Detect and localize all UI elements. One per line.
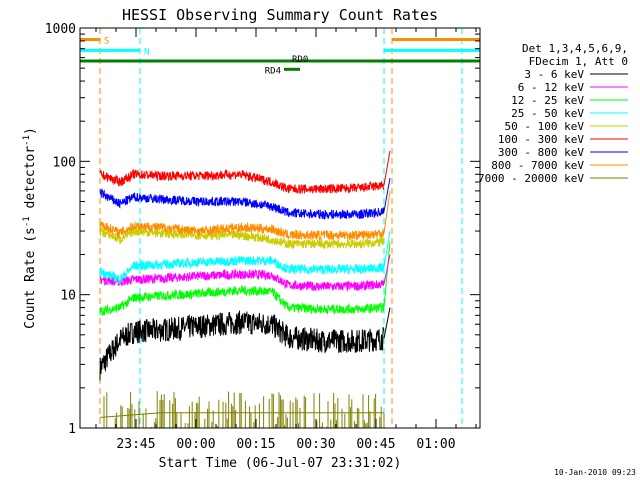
legend-label-7: 300 - 800 keV — [498, 146, 584, 159]
legend-label-5: 50 - 100 keV — [505, 120, 585, 133]
annotation-label-rd4: RD4 — [265, 66, 281, 76]
flare-rise-1 — [383, 150, 391, 186]
flare-rise-6 — [383, 254, 391, 285]
series-line-5 — [99, 226, 385, 250]
x-tick-label-5: 00:45 — [356, 437, 395, 452]
legend-label-8: 800 - 7000 keV — [491, 159, 584, 172]
series-line-7 — [99, 188, 385, 221]
y-label-main: Count Rate (s — [23, 227, 38, 329]
date-stamp: 10-Jan-2010 09:23 — [554, 468, 636, 477]
y-tick-label-3: 100 — [53, 155, 76, 170]
series-line-8 — [99, 221, 385, 241]
plot-frame — [79, 27, 481, 429]
annotation-label-n: N — [144, 47, 149, 57]
legend-label-4: 25 - 50 keV — [511, 107, 584, 120]
y-label-mid: detector — [23, 146, 38, 217]
flare-rise-5 — [383, 241, 391, 308]
legend-label-1: 3 - 6 keV — [524, 68, 584, 81]
y-label-sup1: -1 — [22, 216, 32, 227]
y-label-sup2: -1 — [22, 135, 32, 146]
legend: Det 1,3,4,5,6,9, FDecim 1, Att 0 3 - 6 k… — [478, 42, 628, 185]
plot-area: S N RD0 RD4 — [80, 28, 480, 428]
series-line-2 — [99, 268, 385, 292]
chart-title: HESSI Observing Summary Count Rates — [122, 6, 438, 24]
annotation-label-rd0: RD0 — [292, 55, 308, 65]
y-tick-label-2: 10 — [60, 289, 76, 304]
series-line-9 — [100, 412, 384, 418]
flare-rise-2 — [383, 177, 391, 212]
y-tick-label-1: 1 — [68, 422, 76, 437]
legend-header-line-1: Det 1,3,4,5,6,9, — [522, 42, 628, 55]
series-line-1 — [99, 310, 385, 381]
legend-label-9: 7000 - 20000 keV — [478, 172, 584, 185]
x-tick-label-4: 00:30 — [296, 437, 335, 452]
x-tick-label-6: 01:00 — [416, 437, 455, 452]
annotation-label-s: S — [104, 36, 109, 46]
x-axis-label: Start Time (06-Jul-07 23:31:02) — [159, 456, 402, 471]
series-line-4 — [99, 255, 385, 286]
x-tick-label-3: 00:15 — [236, 437, 275, 452]
flare-rise-7 — [383, 307, 391, 339]
series-line-6 — [99, 168, 385, 194]
x-tick-label-1: 23:45 — [116, 437, 155, 452]
x-tick-label-2: 00:00 — [176, 437, 215, 452]
legend-label-3: 12 - 25 keV — [511, 94, 584, 107]
y-tick-label-4: 1000 — [45, 22, 76, 37]
flare-rise-3 — [383, 190, 391, 234]
y-axis-label: Count Rate (s-1 detector-1) — [22, 127, 38, 329]
legend-label-2: 6 - 12 keV — [518, 81, 585, 94]
y-label-end: ) — [23, 127, 38, 135]
series-line-3 — [99, 285, 385, 317]
legend-header-line-2: FDecim 1, Att 0 — [529, 55, 628, 68]
legend-label-6: 100 - 300 keV — [498, 133, 584, 146]
y-axis: 1 10 100 1000 — [45, 22, 480, 437]
flare-rise-4 — [383, 230, 391, 268]
x-axis: 23:45 00:00 00:15 00:30 00:45 01:00 — [95, 28, 477, 452]
